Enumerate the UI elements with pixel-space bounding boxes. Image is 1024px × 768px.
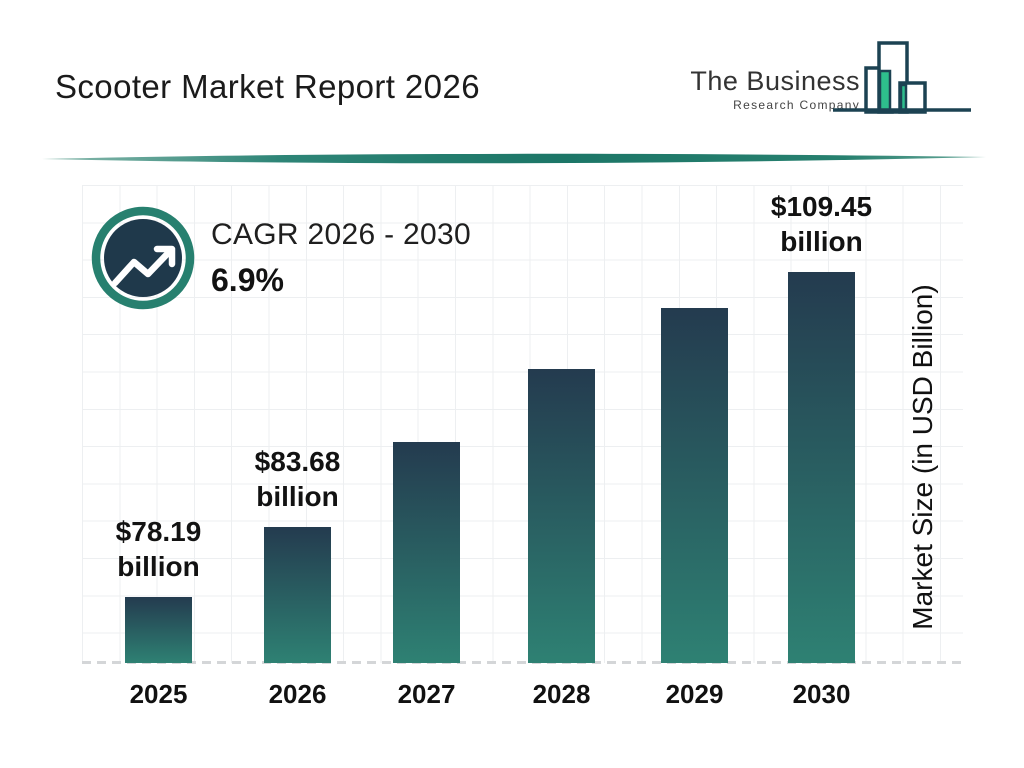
trending-up-icon bbox=[91, 206, 195, 310]
divider-line bbox=[42, 153, 986, 164]
company-logo: The Business Research Company bbox=[690, 66, 860, 112]
value-label-2025: $78.19 billion bbox=[115, 516, 202, 582]
value-label-2030: $109.45 billion bbox=[770, 191, 873, 257]
cagr-value: 6.9% bbox=[211, 262, 284, 298]
cagr-label: CAGR 2026 - 2030 bbox=[211, 218, 471, 251]
logo-company-subtitle: Research Company bbox=[733, 98, 860, 112]
bar-2027 bbox=[393, 442, 460, 663]
x-tick-2030: 2030 bbox=[792, 679, 851, 709]
bar-2028 bbox=[528, 369, 595, 663]
bar-2025 bbox=[125, 597, 192, 663]
page-title: Scooter Market Report 2026 bbox=[55, 68, 480, 105]
x-tick-2027: 2027 bbox=[397, 679, 456, 709]
x-tick-2028: 2028 bbox=[532, 679, 591, 709]
bar-2026 bbox=[264, 527, 331, 663]
value-label-2026: $83.68 billion bbox=[254, 446, 341, 512]
bar-2030 bbox=[788, 272, 855, 663]
x-tick-2025: 2025 bbox=[129, 679, 188, 709]
x-tick-2026: 2026 bbox=[268, 679, 327, 709]
y-axis-label: Market Size (in USD Billion) bbox=[907, 284, 938, 630]
x-tick-2029: 2029 bbox=[665, 679, 724, 709]
logo-company-name: The Business bbox=[690, 66, 860, 96]
x-axis-baseline bbox=[82, 661, 963, 664]
bar-2029 bbox=[661, 308, 728, 663]
logo-bar-chart-icon bbox=[833, 41, 971, 114]
